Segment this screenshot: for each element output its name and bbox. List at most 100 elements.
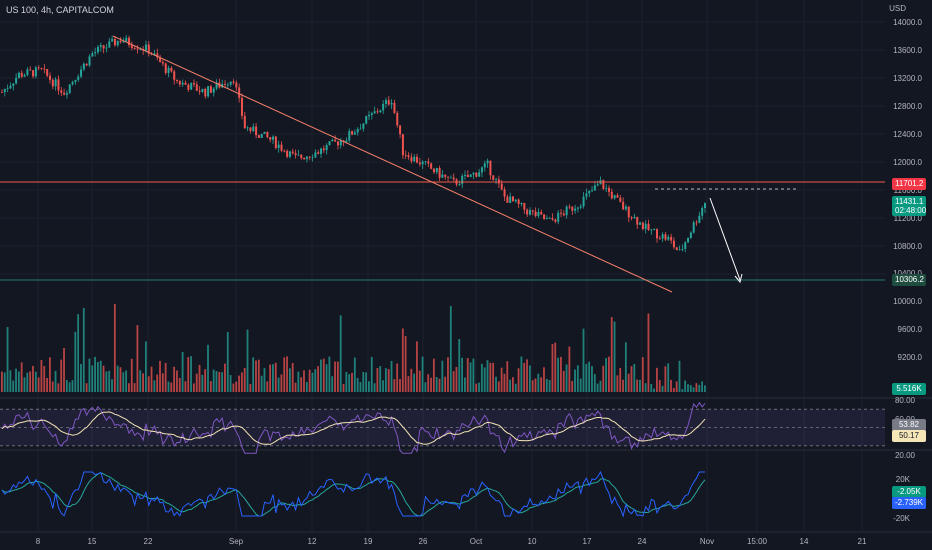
candle-body [167,67,170,73]
time-tick-label: 17 [583,537,592,546]
candle-body [486,160,489,164]
current-price-value: 11431.1 [895,197,924,206]
volume-bar [675,381,678,392]
volume-bar [684,380,687,392]
volume-bar [221,372,224,392]
volume-bar [399,379,401,392]
volume-bar [438,378,441,392]
candle-body [40,68,43,69]
volume-bar [517,368,520,392]
volume-bar [252,357,255,392]
candle-body [540,211,543,215]
candle-body [113,38,116,46]
volume-bar [82,307,85,392]
time-axis[interactable]: 8 15 22 Sep 12 19 26 Oct 10 17 24 Nov 15:00 14 21 [36,537,867,546]
price-candles [1,34,706,253]
volume-bar [57,383,60,392]
candle-body [297,154,300,156]
volume-bar [627,373,630,392]
volume-bar [37,377,40,392]
volume-bar [489,362,492,392]
volume-bar [130,358,133,392]
volume-bar [678,360,681,392]
volume-bar [23,377,26,392]
volume-bar [579,378,582,392]
volume-bar [616,375,619,392]
candle-body [37,67,40,69]
candle-body [68,84,71,93]
volume-bar [376,368,379,392]
candle-body [382,103,385,111]
candle-body [647,223,650,230]
candle-body [195,84,198,91]
volume-bar [526,359,528,392]
time-tick-label: Nov [700,537,714,546]
volume-bar [297,371,300,392]
candle-body [681,248,684,250]
volume-bar [469,362,472,392]
symbol-legend[interactable]: US 100, 4h, CAPITALCOM [6,5,114,15]
current-price-label: 11431.1 02:48:00 [892,196,926,216]
macd-tick-label: -20K [893,514,911,523]
volume-bar [353,357,356,392]
volume-bar [506,361,509,392]
candle-body [656,229,659,239]
rsi-line [1,401,706,454]
volume-bar [633,363,636,392]
candle-body [48,75,51,80]
currency-label: USD [889,4,906,13]
volume-bar [311,372,314,392]
candle-body [51,79,54,87]
volume-bar [404,336,407,392]
volume-bar [63,347,65,392]
candle-body [260,133,263,138]
volume-bar [410,368,413,392]
candle-body [122,41,125,43]
volume-bar [483,367,486,392]
macd-pane [1,470,706,518]
candle-body [178,81,181,85]
volume-bar [209,381,212,392]
candle-body [128,37,131,46]
volume-bar [568,346,571,392]
candle-body [322,148,325,151]
volume-bar [698,384,701,392]
candle-body [317,152,320,154]
price-tick-label: 10000.0 [893,297,922,306]
price-tick-label: 11200.0 [894,214,923,223]
volume-bar [554,342,557,392]
candle-body [424,161,427,163]
volume-bar [195,373,198,392]
rsi-band [0,409,885,446]
candle-body [173,71,176,80]
candle-body [582,196,585,207]
candle-body [692,222,695,233]
volume-bar [187,357,190,392]
volume-bar [181,351,184,392]
time-tick-label: 22 [144,537,153,546]
volume-bar [528,365,531,392]
drawing-overlays[interactable] [0,35,885,293]
time-tick-label: 26 [419,537,428,546]
candle-body [449,177,452,179]
candle-body [308,156,311,158]
volume-bar [201,374,204,392]
candle-body [272,136,275,140]
grid-lines [0,0,932,533]
candle-body [438,167,441,178]
volume-bar [12,380,15,392]
volume-bar [551,344,554,392]
candle-body [404,155,407,156]
candle-body [610,191,613,199]
volume-bar [102,365,105,392]
volume-bar [687,384,689,392]
volume-bar [610,317,613,392]
volume-bar [393,379,396,392]
candle-body [562,213,565,216]
candle-body [277,144,280,148]
volume-bar [232,383,235,392]
candle-body [207,86,210,97]
candle-body [416,156,419,163]
volume-bar [593,374,596,392]
